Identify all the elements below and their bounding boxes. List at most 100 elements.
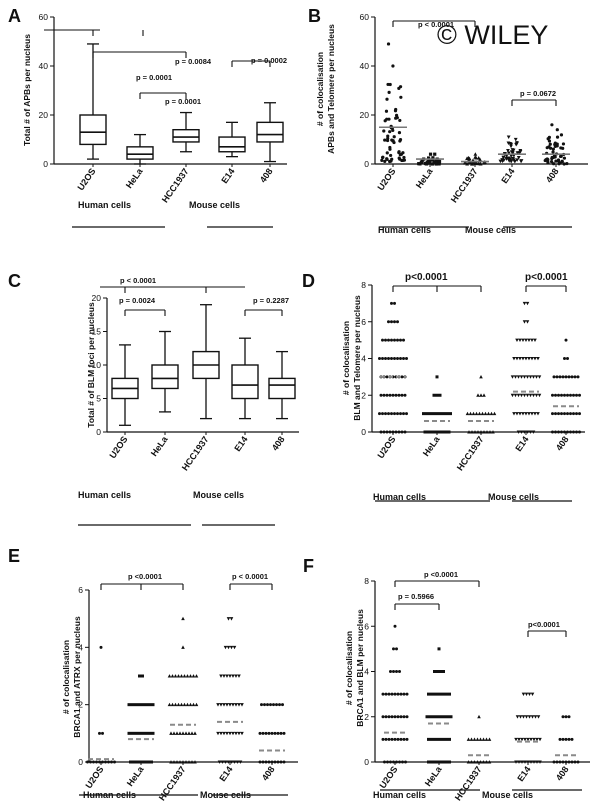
- significance-bracket: p = 0.0001: [139, 92, 201, 106]
- data-point: [563, 412, 566, 416]
- data-point: [562, 162, 566, 166]
- data-point: [399, 692, 403, 696]
- data-point: [190, 760, 194, 764]
- data-point: [516, 430, 521, 434]
- data-point: [399, 412, 402, 416]
- data-point: [489, 411, 494, 416]
- data-point: [530, 412, 534, 416]
- data-point: [513, 137, 518, 142]
- panel-d: D 0 2 4 6 8 # of colocalisationBLM and Telomer…: [302, 271, 585, 502]
- group-label-human: Human cells: [83, 790, 136, 800]
- data-point: [448, 760, 451, 764]
- panel-letter: C: [8, 271, 21, 291]
- data-point: [388, 430, 392, 434]
- data-point: [237, 731, 241, 736]
- data-point: [506, 149, 510, 153]
- data-point: [522, 301, 527, 306]
- wiley-watermark: © WILEY: [437, 20, 548, 50]
- data-point: [558, 737, 562, 741]
- data-point: [95, 760, 98, 764]
- data-point: [529, 737, 533, 742]
- data-point: [393, 301, 396, 305]
- data-point: [467, 430, 471, 434]
- x-tick-label: 408: [544, 166, 561, 184]
- y-axis-title: Total # of APBs per nucleus: [22, 34, 32, 146]
- data-point: [515, 357, 519, 361]
- box-iqr: [256, 121, 284, 143]
- data-point: [402, 692, 406, 696]
- series-408: [552, 715, 580, 764]
- data-point: [443, 412, 446, 416]
- data-point: [384, 412, 387, 416]
- y-axis-title: # of colocalisationBRCA1 and BLM per nuc…: [344, 609, 365, 727]
- data-point: [185, 702, 190, 707]
- group-label-human: Human cells: [373, 790, 426, 800]
- data-point: [385, 393, 389, 397]
- data-point: [430, 692, 433, 696]
- data-point: [509, 154, 514, 158]
- data-point: [401, 760, 404, 764]
- y-tick-label: 8: [361, 280, 366, 290]
- data-point: [191, 674, 196, 678]
- data-point: [560, 430, 563, 434]
- data-point: [403, 430, 407, 434]
- data-point: [437, 159, 442, 163]
- data-point: [482, 430, 486, 434]
- data-point: [127, 703, 131, 707]
- data-point: [393, 109, 398, 113]
- data-point: [561, 146, 565, 150]
- data-point: [384, 338, 387, 342]
- data-point: [240, 731, 244, 736]
- data-point: [386, 136, 390, 141]
- data-point: [517, 737, 521, 742]
- y-tick-label: 4: [361, 354, 366, 364]
- data-point: [512, 412, 516, 416]
- data-point: [521, 357, 525, 361]
- data-point: [576, 760, 580, 764]
- data-point: [405, 715, 409, 719]
- data-point: [439, 737, 442, 741]
- data-point: [431, 156, 435, 160]
- data-point: [524, 357, 528, 361]
- data-point: [445, 760, 448, 764]
- data-point: [427, 760, 430, 764]
- data-point: [378, 357, 381, 360]
- series-HeLa: [425, 647, 453, 764]
- x-tick-label: HCC1937: [455, 434, 486, 472]
- panel-letter: A: [8, 6, 21, 26]
- y-tick-label: 20: [360, 110, 370, 120]
- data-point: [402, 715, 406, 719]
- data-point: [536, 412, 540, 416]
- y-axis-title: # of colocalisationAPBs and Telomere per…: [315, 24, 336, 154]
- data-point: [267, 731, 271, 735]
- data-point: [547, 145, 551, 149]
- data-point: [430, 760, 433, 764]
- data-point: [524, 692, 529, 697]
- x-tick-label: HeLa: [125, 764, 146, 789]
- y-tick-label: 15: [92, 327, 102, 337]
- box-iqr: [218, 136, 246, 153]
- data-point: [437, 647, 441, 651]
- data-point: [522, 430, 527, 434]
- data-point: [229, 617, 234, 621]
- data-point: [449, 412, 452, 416]
- data-point: [397, 86, 401, 90]
- data-point: [133, 731, 137, 735]
- data-point: [132, 760, 135, 764]
- data-point: [398, 138, 403, 142]
- data-point: [107, 760, 110, 764]
- data-point: [558, 375, 562, 379]
- data-point: [442, 692, 445, 696]
- x-tick-label: E14: [515, 764, 532, 783]
- box-HCC1937: [172, 111, 200, 153]
- data-point: [167, 702, 172, 707]
- data-point: [481, 737, 486, 741]
- data-point: [173, 674, 178, 678]
- data-point: [400, 393, 404, 397]
- data-point: [435, 393, 439, 397]
- series-HCC1937: [466, 714, 492, 764]
- data-point: [167, 674, 172, 678]
- significance-bracket: p = 0.0001: [44, 29, 172, 82]
- data-point: [382, 129, 386, 133]
- data-point: [427, 737, 430, 741]
